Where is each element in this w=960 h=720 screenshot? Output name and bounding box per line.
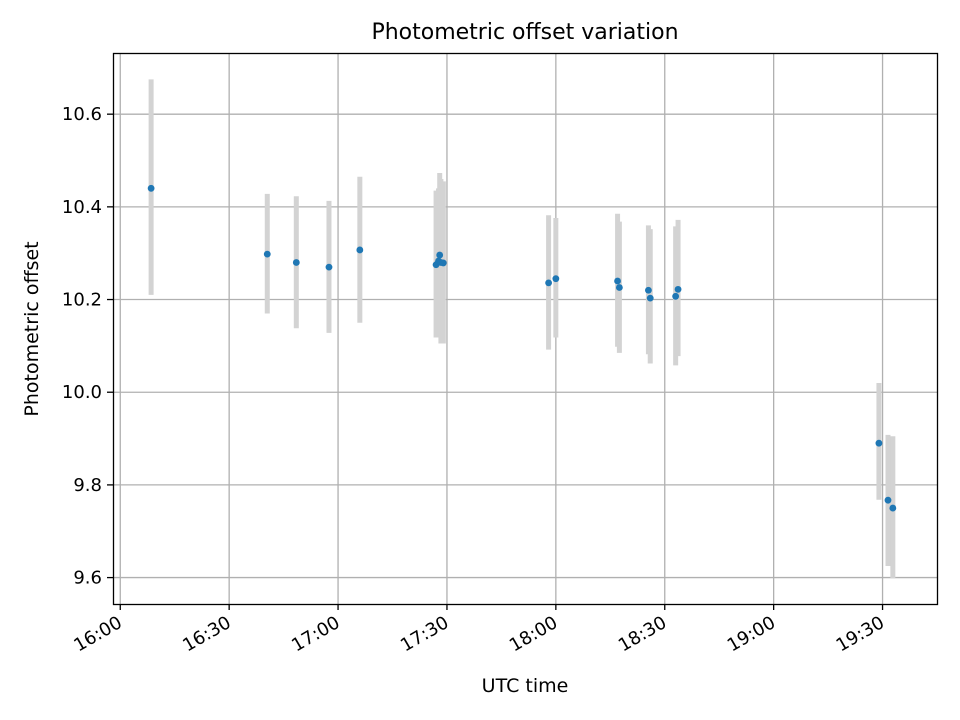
data-point <box>325 263 333 271</box>
data-point <box>875 439 883 447</box>
plot-frame <box>112 52 939 606</box>
y-tick-label: 9.8 <box>73 475 102 496</box>
x-axis-title: UTC time <box>482 675 569 697</box>
data-point <box>439 259 447 267</box>
data-point <box>674 285 682 293</box>
y-axis-title: Photometric offset <box>21 241 43 416</box>
y-tick-label: 9.6 <box>73 568 102 589</box>
y-tick-label: 10.4 <box>62 197 102 218</box>
data-point <box>645 286 652 294</box>
data-point <box>672 292 680 300</box>
data-point <box>646 294 654 302</box>
y-tick-label: 10.2 <box>62 290 102 311</box>
y-tick-label: 10.0 <box>62 382 102 403</box>
y-tick-label: 10.6 <box>62 104 102 125</box>
data-point <box>292 259 300 266</box>
data-point <box>614 277 621 285</box>
data-point <box>545 279 552 287</box>
data-points <box>147 184 897 512</box>
data-point <box>263 250 271 258</box>
y-axis-ticks: 9.6 9.8 10.0 10.2 10.4 10.6 <box>62 104 113 589</box>
data-point <box>552 275 560 283</box>
data-point <box>889 504 897 512</box>
data-point <box>884 496 892 504</box>
data-point <box>436 251 444 259</box>
data-point <box>615 284 623 291</box>
data-point <box>356 246 364 254</box>
data-point <box>147 184 155 192</box>
chart-title: Photometric offset variation <box>371 20 678 45</box>
